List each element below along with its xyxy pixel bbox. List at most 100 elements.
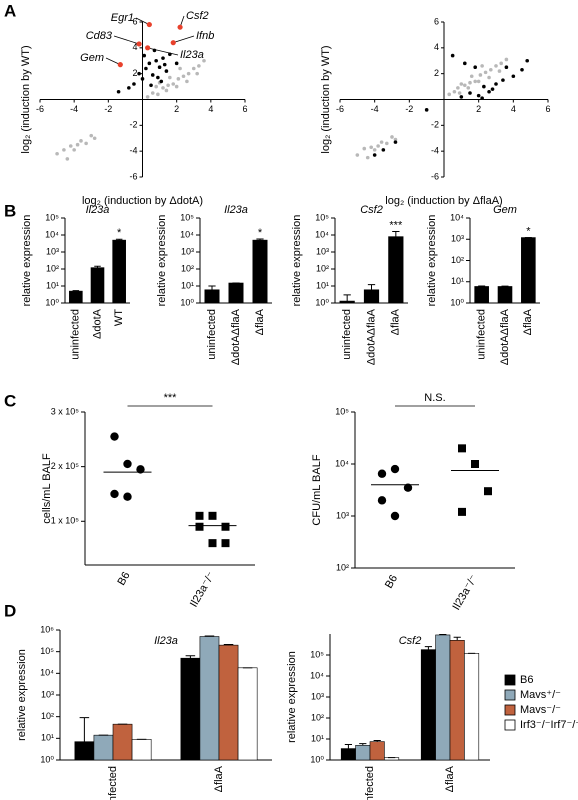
legend-swatch — [504, 704, 516, 716]
y-tick-label: 10² — [336, 562, 349, 572]
x-tick-label: uninfected — [364, 766, 376, 800]
point — [154, 84, 158, 89]
error-bar — [453, 636, 461, 641]
y-tick-label: -6 — [129, 171, 137, 181]
bar — [252, 239, 268, 304]
y-tick-label: 10¹ — [451, 276, 464, 286]
y-tick-label: 10³ — [336, 510, 349, 520]
highlight-point — [177, 24, 183, 30]
point — [484, 487, 492, 496]
point — [459, 95, 464, 99]
error-bar — [115, 238, 123, 241]
point — [127, 86, 131, 90]
y-tick-label: 10⁵ — [315, 212, 329, 222]
point — [208, 511, 217, 520]
y-tick-label: -4 — [129, 146, 137, 156]
y-tick-label: 6 — [132, 16, 137, 26]
x-tick-label: WT — [113, 309, 125, 326]
point — [178, 66, 182, 71]
bar — [340, 748, 356, 761]
x-tick-label: -4 — [70, 104, 78, 114]
legend-swatch — [504, 674, 516, 686]
y-axis-label: CFU/mL BALF — [311, 454, 323, 525]
x-tick-label: uninfected — [70, 309, 82, 360]
point — [150, 73, 155, 77]
y-tick-label: 10⁴ — [180, 229, 194, 239]
point — [159, 79, 164, 84]
panel-label: D — [4, 601, 16, 620]
error-bar — [343, 294, 351, 302]
point — [487, 75, 491, 80]
point — [132, 82, 136, 86]
y-tick-label: 10¹ — [181, 280, 194, 290]
point — [157, 65, 162, 70]
point — [171, 82, 176, 86]
point — [92, 136, 97, 141]
bar — [74, 741, 95, 761]
point — [65, 157, 70, 161]
point — [376, 144, 380, 148]
point — [466, 86, 471, 90]
y-tick-label: 10⁰ — [315, 297, 329, 307]
point — [162, 62, 167, 67]
y-tick-label: 10⁴ — [40, 668, 54, 678]
y-tick-label: 10³ — [451, 234, 464, 244]
x-tick-label: -6 — [36, 104, 44, 114]
point — [164, 69, 169, 73]
bar — [464, 653, 480, 761]
y-tick-label: 10⁰ — [45, 297, 59, 307]
point — [511, 74, 516, 79]
point — [164, 88, 169, 93]
point — [390, 511, 400, 521]
point — [136, 465, 145, 474]
legend-swatch — [504, 719, 516, 731]
point — [504, 57, 509, 62]
error-bar — [94, 265, 101, 268]
x-tick-label: -2 — [104, 104, 112, 114]
y-axis-label: log₂ (induction by WT) — [20, 45, 32, 153]
y-tick-label: 10⁵ — [310, 649, 324, 659]
point — [68, 144, 73, 148]
x-tick-label: uninfected — [341, 309, 353, 360]
y-tick-label: 3 x 10⁵ — [51, 406, 80, 416]
bar — [69, 290, 83, 304]
error-bar — [208, 285, 216, 290]
significance: * — [526, 225, 531, 237]
point — [137, 71, 141, 76]
x-tick-label: 6 — [545, 104, 550, 114]
x-tick-label: uninfected — [107, 766, 119, 800]
point — [145, 95, 150, 99]
x-tick-label: 4 — [208, 104, 213, 114]
y-tick-label: 10⁵ — [45, 212, 59, 222]
point — [161, 56, 165, 60]
point — [110, 489, 119, 499]
y-tick-label: 10³ — [41, 689, 54, 699]
x-axis-label: log₂ (induction by ΔflaA) — [385, 195, 502, 207]
bar — [435, 634, 451, 761]
annotation-line — [147, 47, 179, 56]
x-tick-label: ΔflaA — [444, 765, 456, 792]
x-tick-label: -4 — [371, 104, 379, 114]
point — [110, 432, 119, 441]
legend-label: Mavs⁺/⁻ — [520, 689, 561, 701]
y-tick-label: 10² — [316, 263, 329, 273]
x-tick-label: ΔdotAΔflaA — [230, 308, 242, 365]
error-bar — [223, 643, 234, 646]
point — [372, 153, 377, 157]
point — [473, 65, 478, 70]
error-bar — [204, 635, 215, 637]
point — [174, 84, 179, 89]
y-tick-label: 10² — [311, 712, 324, 722]
highlight-point — [136, 41, 142, 47]
point — [123, 492, 132, 501]
annotation-line — [173, 35, 195, 44]
point — [176, 77, 181, 81]
chart-title: Il23a — [224, 204, 248, 216]
y-tick-label: 10³ — [46, 246, 59, 256]
y-tick-label: 10² — [451, 255, 464, 265]
panel-label: C — [4, 391, 16, 410]
chart-title: Csf2 — [399, 635, 422, 647]
point — [84, 141, 88, 146]
y-tick-label: 10⁰ — [40, 754, 54, 764]
point — [365, 155, 370, 160]
